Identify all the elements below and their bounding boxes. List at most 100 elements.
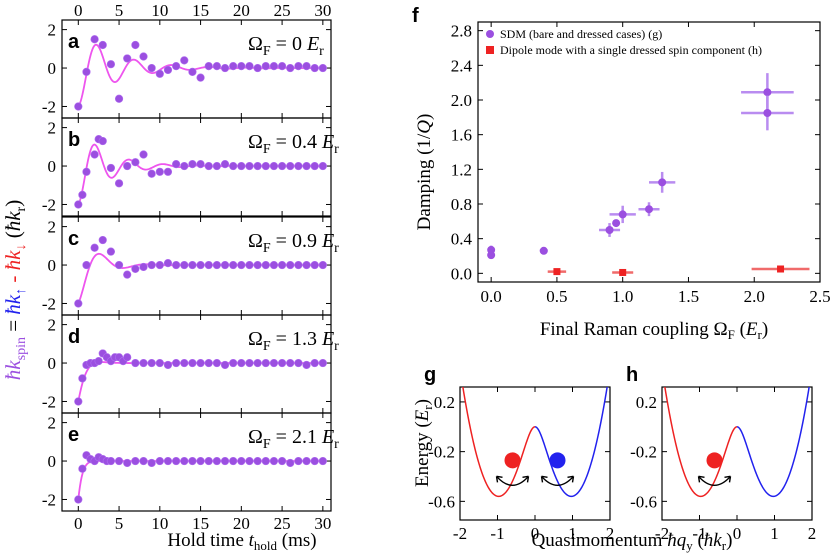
data-point [302, 260, 311, 270]
panel-g-frame [459, 386, 611, 521]
panel-g-letter: g [424, 364, 436, 386]
data-point [294, 358, 303, 368]
y-tick-label: 0.4 [451, 230, 473, 249]
data-point [302, 360, 311, 370]
x-top-tick-label: 5 [115, 1, 124, 20]
data-point [139, 456, 148, 466]
data-point [106, 456, 116, 466]
data-point [74, 299, 83, 308]
data-point [237, 260, 246, 270]
y-tick-label: 2 [48, 218, 57, 237]
data-point [155, 358, 164, 368]
arrow-head [522, 475, 530, 483]
panel-d-omega-label: ΩF = 1.3 Er [248, 328, 339, 354]
fit-curve-e [77, 460, 323, 500]
left-x-axis-label: Hold time thold (ms) [167, 530, 316, 553]
data-point [74, 397, 83, 406]
data-point [645, 205, 653, 214]
x-tick-label: 2.5 [809, 287, 830, 306]
x-top-tick-label: 25 [274, 1, 291, 20]
panel-d: -2 0 2d ΩF = 1.3 Er [42, 314, 339, 414]
data-point [294, 161, 303, 171]
panel-a-letter: a [68, 31, 80, 53]
data-point [155, 167, 164, 176]
data-point [553, 268, 561, 276]
panel-b-letter: b [68, 129, 80, 151]
atom-blue [549, 452, 566, 469]
data-point [318, 260, 327, 270]
data-point [147, 63, 156, 73]
data-point [261, 62, 270, 71]
y-tick-label: 2 [48, 119, 57, 138]
y-tick-label: 2.4 [451, 56, 473, 75]
band-left [664, 387, 738, 498]
data-point [212, 358, 221, 368]
panel-h: h 0.2 -0.2 -0.6 -2 -1 0 1 2 [626, 364, 816, 543]
data-point [90, 243, 99, 252]
data-point [269, 62, 279, 71]
data-point [277, 62, 287, 71]
x-tick-label: 20 [233, 514, 250, 533]
data-point [106, 60, 116, 69]
data-point [220, 160, 230, 169]
data-point [114, 94, 124, 103]
gh-x-axis-label: Quasimomentum ħqy (ħkr) [532, 530, 733, 553]
data-point [196, 73, 205, 82]
data-point [204, 358, 213, 368]
data-point [163, 360, 173, 370]
x-tick-label: 0.5 [546, 287, 567, 306]
data-point [245, 62, 254, 71]
data-point [196, 358, 205, 368]
legend-marker [486, 30, 494, 38]
data-point [155, 260, 164, 270]
data-point [318, 63, 327, 73]
x-tick-label: 0.0 [481, 287, 502, 306]
panel-b: -2 0 2b ΩF = 0.4 Er [42, 117, 339, 217]
data-point [277, 161, 287, 171]
data-point [188, 456, 197, 466]
data-point [286, 161, 295, 171]
data-point [131, 358, 140, 368]
data-point [74, 102, 83, 111]
data-point [310, 456, 319, 466]
data-point [131, 264, 140, 273]
data-point [261, 456, 270, 466]
data-point [605, 226, 614, 234]
data-point [294, 456, 303, 466]
y-tick-label: 0.0 [451, 264, 472, 283]
panel-h-frame [661, 386, 813, 521]
band-structure-panels: g 0.2 -0.2 -0.6 -2 -1 0 1 2 h 0.2 -0.2 -0.6 -2 -1 0 1 2 [424, 364, 816, 543]
data-point [139, 358, 148, 368]
data-point [237, 62, 246, 71]
data-point [172, 62, 181, 71]
band-left [462, 387, 536, 498]
data-point [147, 358, 156, 368]
data-point [237, 358, 246, 368]
data-point [245, 456, 254, 466]
x-tick-label: 5 [115, 514, 124, 533]
data-point [147, 458, 156, 468]
y-tick-label: -0.2 [428, 443, 455, 462]
data-point [98, 136, 107, 146]
y-tick-label: -0.6 [630, 492, 657, 511]
data-point [229, 456, 238, 466]
data-point [204, 260, 213, 270]
data-point [269, 358, 279, 368]
data-point [237, 456, 246, 466]
panel-e-frame [61, 412, 332, 512]
data-point [180, 358, 189, 368]
data-point [131, 456, 140, 466]
data-point [220, 360, 230, 370]
arrow-head [567, 475, 575, 483]
data-point [180, 161, 189, 171]
data-point [269, 260, 279, 270]
oscillation-arrow [697, 475, 732, 487]
data-point [180, 456, 189, 466]
data-point [261, 161, 270, 171]
data-point [172, 260, 181, 270]
x-tick-label: 0 [531, 524, 540, 543]
data-point [163, 167, 173, 176]
x-tick-label: 2 [606, 524, 615, 543]
